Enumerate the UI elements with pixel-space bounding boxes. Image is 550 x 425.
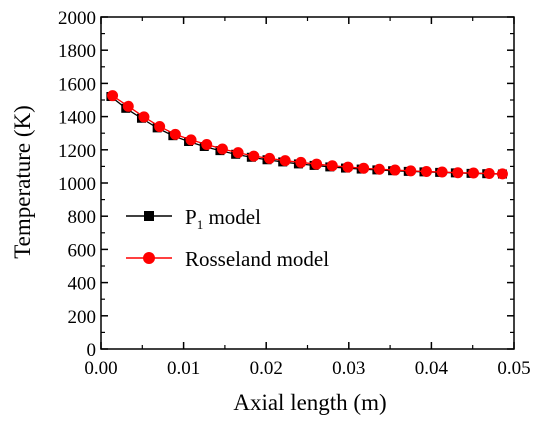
data-point (342, 161, 354, 173)
plot-area (106, 90, 508, 180)
data-point (154, 121, 166, 133)
legend-item: Rosseland model (126, 247, 329, 271)
x-tick-label: 0.00 (84, 358, 117, 379)
data-point (326, 160, 338, 172)
data-point (373, 163, 385, 175)
y-tick-label: 400 (68, 274, 97, 295)
x-tick-label: 0.01 (167, 358, 200, 379)
y-tick-label: 0 (87, 340, 97, 361)
y-tick-label: 1200 (58, 141, 96, 162)
x-tick-label: 0.05 (497, 358, 530, 379)
data-point (389, 164, 401, 176)
data-point (122, 100, 134, 112)
data-point (169, 128, 181, 140)
data-point (201, 138, 213, 150)
y-tick-label: 800 (68, 207, 97, 228)
data-point (185, 134, 197, 146)
y-tick-label: 2000 (58, 8, 96, 29)
data-point (496, 168, 508, 180)
data-point (436, 166, 448, 178)
axes: 0.00 0.01 0.02 0.03 0.04 0.05 0 200 400 600 800 100… (58, 8, 531, 379)
data-point (420, 166, 432, 178)
data-point (279, 155, 291, 167)
series-p1-model (106, 92, 507, 179)
legend: P1 model Rosseland model (126, 205, 329, 271)
y-tick-label: 1600 (58, 74, 96, 95)
y-tick-label: 1000 (58, 174, 96, 195)
data-point (107, 90, 119, 102)
data-point (138, 111, 150, 123)
data-point (452, 167, 464, 179)
legend-item: P1 model (126, 205, 261, 232)
data-point (311, 158, 323, 170)
data-point (216, 143, 228, 155)
y-axis-title: Temperature (K) (10, 105, 35, 259)
data-point (232, 147, 244, 159)
data-point (483, 168, 495, 180)
x-axis-title: Axial length (m) (233, 390, 386, 415)
legend-label: Rosseland model (185, 247, 329, 271)
plot-frame (100, 16, 515, 350)
data-point (405, 165, 417, 177)
y-tick-label: 200 (68, 307, 97, 328)
x-tick-label: 0.02 (250, 358, 283, 379)
data-point (295, 156, 307, 168)
data-point (264, 152, 276, 164)
legend-marker (143, 252, 155, 264)
data-point (248, 150, 260, 162)
legend-marker (144, 211, 154, 221)
y-tick-label: 1800 (58, 41, 96, 62)
data-point (468, 167, 480, 179)
data-point (358, 162, 370, 174)
x-tick-label: 0.03 (332, 358, 365, 379)
series-rosseland-model (107, 90, 508, 180)
legend-label: P1 model (185, 205, 261, 232)
y-tick-label: 600 (68, 240, 97, 261)
x-tick-label: 0.04 (415, 358, 449, 379)
y-tick-label: 1400 (58, 108, 96, 129)
